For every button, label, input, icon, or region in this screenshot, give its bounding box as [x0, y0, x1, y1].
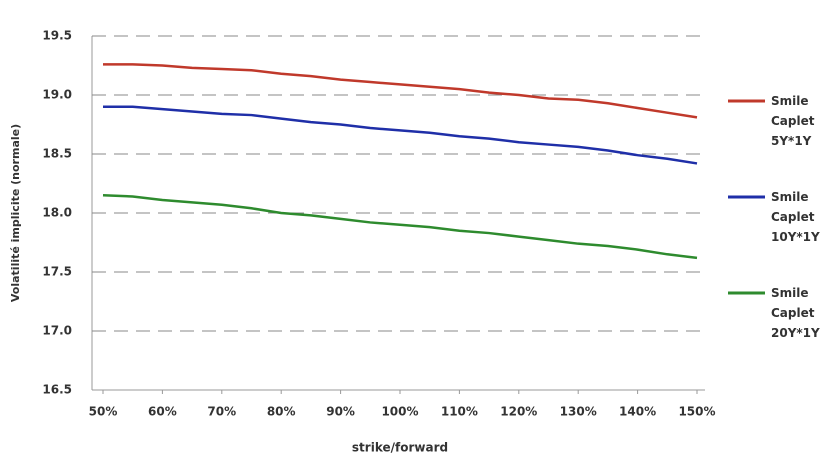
y-tick-label: 16.5 — [42, 383, 72, 397]
x-tick-label: 90% — [326, 405, 355, 419]
y-tick-label: 18.5 — [42, 147, 72, 161]
y-tick-label: 17.5 — [42, 265, 72, 279]
y-axis-title: Volatilité implicite (normale) — [9, 124, 22, 302]
x-tick-label: 80% — [267, 405, 296, 419]
x-tick-label: 70% — [207, 405, 236, 419]
x-axis-title: strike/forward — [352, 441, 448, 455]
y-tick-label: 19.5 — [42, 29, 72, 43]
x-tick-label: 50% — [89, 405, 118, 419]
y-tick-label: 18.0 — [42, 206, 72, 220]
legend-label: Smile Caplet 10Y*1Y — [771, 190, 820, 244]
legend-label: Smile Caplet 5Y*1Y — [771, 94, 815, 148]
legend-label: Smile Caplet 20Y*1Y — [771, 286, 820, 340]
y-tick-label: 17.0 — [42, 324, 72, 338]
x-tick-label: 150% — [678, 405, 715, 419]
series-line — [103, 63, 698, 119]
x-tick-label: 110% — [441, 405, 478, 419]
x-tick-label: 100% — [381, 405, 418, 419]
x-tick-label: 140% — [619, 405, 656, 419]
series-line — [103, 105, 698, 165]
x-tick-label: 60% — [148, 405, 177, 419]
series-line — [102, 194, 698, 260]
y-tick-label: 19.0 — [42, 88, 72, 102]
x-tick-label: 130% — [560, 405, 597, 419]
x-tick-label: 120% — [500, 405, 537, 419]
